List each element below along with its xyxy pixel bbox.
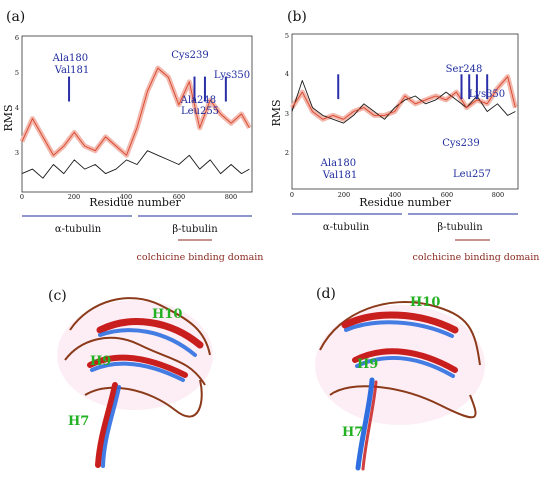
panel-b-residue-labels: Ala180 Val181 Ser248 Lys350 Cys239 Leu25… [320, 64, 506, 181]
panel-d: (d) H10 H9 H7 [315, 286, 485, 471]
loop-ribbon [329, 385, 477, 419]
beta-tubulin-label: β-tubulin [172, 224, 218, 235]
series-line-red [21, 67, 250, 156]
panel-c-structure [57, 297, 213, 468]
helix-label-h7: H7 [342, 425, 363, 440]
panel-a-residue-label: Lys350 [214, 70, 250, 81]
panel-a-ytick: 3 [15, 149, 19, 157]
panel-a-frame [21, 35, 253, 193]
cbd-label: colchicine binding domain [413, 252, 540, 263]
helix-ribbon-red [361, 380, 378, 471]
panel-a-xlabel: Residue number [89, 196, 181, 209]
panel-b-xtick: 200 [338, 191, 350, 199]
panel-b-ytick: 5 [285, 32, 289, 40]
panel-b-domains: α-tubulin β-tubulin colchicine binding d… [292, 213, 540, 263]
cbd-label: colchicine binding domain [137, 252, 264, 263]
panel-b-ytick: 4 [285, 70, 289, 78]
panel-b-plot [289, 74, 518, 124]
residue-line: Ala180 [320, 158, 356, 169]
panel-b-ylabel: RMS [270, 99, 283, 126]
helix-label-h10: H10 [152, 307, 182, 322]
panel-a-ytick: 6 [15, 34, 19, 42]
residue-line: Ala248 [180, 95, 216, 106]
panel-a-ylabel: RMS [2, 104, 15, 131]
helix-ribbon-red [341, 311, 459, 334]
panel-a-letter: (a) [6, 9, 25, 25]
panel-b-residue-label: Ser248 [446, 64, 483, 75]
panel-b-residue-label: Leu257 [453, 169, 491, 180]
helix-ribbon-blue [355, 356, 455, 378]
panel-a-yticks: 3 4 5 6 [15, 34, 19, 157]
panel-b-residue-label: Cys239 [442, 138, 480, 149]
panel-b-xticks: 0 200 400 600 800 [290, 191, 504, 199]
residue-line: Leu255 [181, 106, 219, 117]
helix-ribbon-blue [101, 385, 121, 468]
panel-a-residue-label: Cys239 [171, 50, 209, 61]
panel-b-residue-label: Ala180 Val181 [320, 158, 360, 181]
panel-d-letter: (d) [316, 286, 336, 302]
panel-a-xtick: 200 [68, 193, 80, 201]
panel-b-xtick: 400 [389, 191, 401, 199]
panel-b-residue-label: Lys350 [469, 89, 505, 100]
panel-b-ytick: 3 [285, 110, 289, 118]
helix-ribbon-red [352, 348, 458, 373]
loop-ribbon [64, 336, 206, 386]
panel-a-xticks: 0 200 400 600 800 [20, 193, 237, 201]
helix-ribbon-red [87, 354, 188, 378]
panel-b-xtick: 0 [290, 191, 294, 199]
panel-a-residue-label: Ala248 Leu255 [180, 95, 220, 117]
panel-b-letter: (b) [287, 9, 307, 25]
helix-label-h9: H9 [357, 357, 378, 372]
panel-a-plot [19, 65, 252, 179]
loop-ribbon [84, 379, 203, 418]
panel-a-ytick: 5 [15, 69, 19, 77]
beta-tubulin-label: β-tubulin [437, 222, 483, 233]
panel-a-xtick: 600 [173, 193, 185, 201]
helix-label-h10: H10 [410, 295, 440, 310]
panel-b-yticks: 2 3 4 5 [285, 32, 289, 157]
panel-b-xtick: 600 [441, 191, 453, 199]
panel-a-residue-label: Ala180 Val181 [52, 53, 92, 76]
helix-label-h9: H9 [90, 354, 111, 369]
helix-ribbon-red [95, 382, 118, 468]
structure-shadow [315, 305, 485, 425]
panel-a-domains: α-tubulin β-tubulin colchicine binding d… [22, 215, 264, 263]
panel-a-ytick: 4 [15, 104, 19, 112]
helix-label-h7: H7 [68, 414, 89, 429]
helix-ribbon-red [96, 318, 204, 349]
panel-d-structure [315, 301, 485, 471]
panel-b: (b) RMS Residue number 0 200 400 600 800… [270, 9, 539, 263]
loop-ribbon [69, 297, 211, 356]
series-line-red [291, 76, 516, 120]
helix-ribbon-blue [355, 377, 375, 471]
helix-ribbon-blue [344, 320, 454, 338]
panel-b-xtick: 800 [492, 191, 504, 199]
panel-c-letter: (c) [48, 288, 67, 304]
helix-ribbon-blue [90, 361, 185, 382]
helix-ribbon-blue [98, 328, 197, 357]
panel-b-ytick: 2 [285, 149, 289, 157]
panel-a-xtick: 0 [20, 193, 24, 201]
panel-b-xlabel: Residue number [359, 196, 451, 209]
residue-line: Val181 [322, 170, 358, 181]
panel-a: (a) RMS Residue number 0 200 400 600 800… [2, 9, 263, 263]
alpha-tubulin-label: α-tubulin [323, 222, 370, 233]
residue-line: Ala180 [52, 53, 88, 64]
panel-a-xtick: 400 [120, 193, 132, 201]
panel-c: (c) H10 H9 H7 [48, 288, 213, 468]
panel-a-residue-labels: Ala180 Val181 Cys239 Ala248 Leu255 Lys35… [52, 50, 251, 117]
residue-line: Val181 [54, 65, 90, 76]
series-line-black [21, 150, 250, 179]
alpha-tubulin-label: α-tubulin [55, 224, 102, 235]
panel-a-xtick: 800 [225, 193, 237, 201]
